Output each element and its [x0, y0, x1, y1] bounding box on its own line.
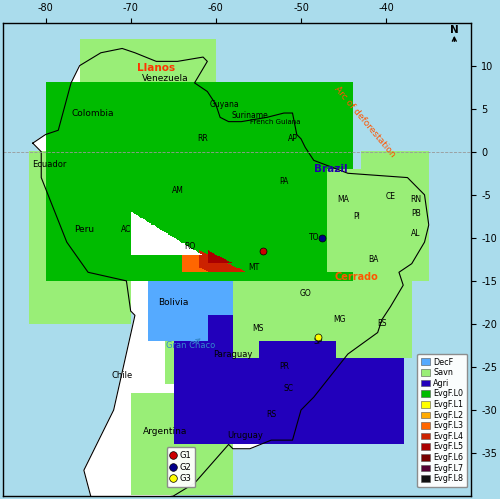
Text: French Guiana: French Guiana: [250, 119, 300, 125]
Text: Paraguay: Paraguay: [213, 350, 252, 359]
Text: Cerrado: Cerrado: [334, 271, 378, 281]
Text: Arc of deforestation: Arc of deforestation: [332, 84, 397, 159]
Text: TO: TO: [308, 234, 319, 243]
Text: AL: AL: [411, 229, 420, 238]
Text: Chile: Chile: [112, 371, 133, 380]
Text: PA: PA: [280, 177, 288, 187]
Text: Suriname: Suriname: [232, 111, 268, 120]
Text: CE: CE: [386, 192, 396, 201]
Text: MG: MG: [333, 315, 345, 324]
Text: PI: PI: [353, 212, 360, 221]
Text: SC: SC: [283, 384, 293, 393]
Text: MS: MS: [252, 324, 264, 333]
Text: GO: GO: [300, 289, 311, 298]
Text: RN: RN: [410, 195, 422, 204]
Text: Ecuador: Ecuador: [32, 160, 67, 169]
Text: Gran Chaco: Gran Chaco: [166, 341, 215, 350]
Text: Argentina: Argentina: [142, 427, 187, 436]
Text: AP: AP: [288, 134, 298, 143]
Text: SP: SP: [314, 337, 322, 346]
Text: Peru: Peru: [74, 225, 94, 234]
Text: MA: MA: [338, 195, 349, 204]
Text: Bolivia: Bolivia: [158, 298, 188, 307]
Legend: G1, G2, G3: G1, G2, G3: [166, 447, 195, 487]
Text: MT: MT: [248, 263, 260, 272]
Text: Llanos: Llanos: [137, 63, 175, 73]
Text: N: N: [450, 24, 458, 34]
Text: PB: PB: [411, 209, 421, 218]
Text: AC: AC: [121, 225, 132, 234]
Text: RS: RS: [266, 410, 276, 419]
Text: Uruguay: Uruguay: [228, 431, 264, 440]
Text: AM: AM: [172, 186, 183, 195]
Text: ES: ES: [377, 319, 386, 328]
Text: PR: PR: [279, 362, 289, 371]
Text: BA: BA: [368, 255, 378, 264]
Text: RR: RR: [198, 134, 208, 143]
Text: RO: RO: [184, 242, 196, 251]
Text: Brazil: Brazil: [314, 164, 348, 174]
Text: Venezuela: Venezuela: [142, 74, 188, 83]
Text: Colombia: Colombia: [71, 108, 114, 118]
Polygon shape: [32, 48, 429, 499]
Text: Guyana: Guyana: [210, 100, 239, 109]
